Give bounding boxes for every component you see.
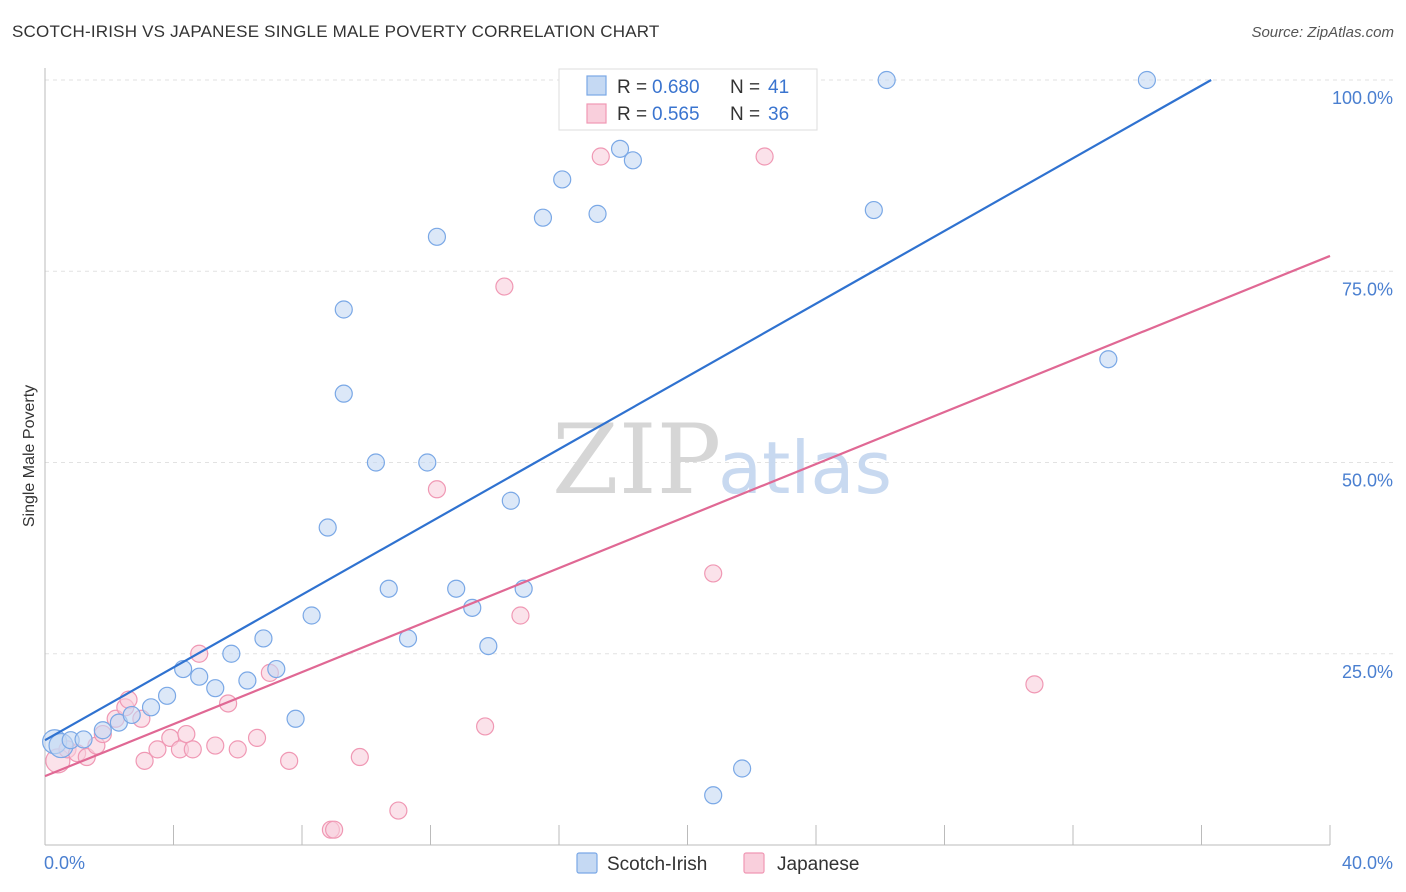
legend-swatch-scotch-irish [586, 75, 607, 96]
y-axis-label: Single Male Poverty [21, 385, 38, 527]
legend-n-value-1: 41 [768, 77, 789, 98]
legend-r-label-1: R = [617, 77, 647, 98]
point-scotch-irish-21 [366, 453, 385, 472]
legend-r-value-2: 0.565 [652, 104, 700, 125]
legend-n-label-2: N = [730, 104, 760, 125]
y-tick-label-0: 25.0% [1342, 662, 1393, 682]
point-japanese-10 [135, 751, 154, 770]
y-tick-label-2: 75.0% [1342, 279, 1393, 299]
point-scotch-irish-34 [610, 139, 630, 158]
point-scotch-irish-12 [222, 644, 241, 663]
point-scotch-irish-40 [1099, 350, 1118, 369]
point-japanese-15 [183, 740, 202, 759]
point-japanese-28 [476, 717, 495, 736]
points-layer [42, 70, 1156, 839]
point-scotch-irish-33 [588, 204, 607, 223]
point-scotch-irish-27 [463, 598, 482, 617]
point-scotch-irish-37 [733, 759, 752, 778]
source-credit: Source: ZipAtlas.com [1251, 24, 1394, 41]
series-legend-swatch-scotch-irish [576, 852, 598, 874]
point-scotch-irish-36 [704, 786, 723, 805]
trend-line-scotch-irish [44, 79, 1212, 742]
point-scotch-irish-11 [206, 679, 225, 698]
axes [44, 68, 1331, 846]
point-scotch-irish-31 [533, 208, 553, 227]
point-japanese-30 [511, 606, 530, 625]
point-japanese-14 [177, 724, 196, 744]
series-legend-label-scotch-irish: Scotch-Irish [607, 854, 707, 875]
chart-title: SCOTCH-IRISH VS JAPANESE SINGLE MALE POV… [12, 22, 660, 41]
series-legend-swatch-japanese [743, 852, 765, 874]
point-japanese-32 [704, 564, 723, 583]
y-tick-label-3: 100.0% [1332, 88, 1393, 108]
grid [45, 79, 1393, 655]
legend-r-label-2: R = [617, 104, 647, 125]
point-scotch-irish-7 [141, 698, 161, 717]
point-scotch-irish-14 [254, 629, 273, 648]
point-japanese-34 [1025, 675, 1044, 694]
legend-swatch-japanese [586, 103, 607, 124]
point-japanese-19 [228, 740, 247, 759]
point-japanese-22 [280, 751, 299, 770]
point-scotch-irish-13 [238, 671, 257, 690]
point-japanese-26 [389, 801, 408, 820]
y-tick-labels: 25.0% 50.0% 75.0% 100.0% [1332, 88, 1393, 682]
point-scotch-irish-16 [286, 709, 305, 728]
point-scotch-irish-25 [427, 227, 447, 246]
trend-layer [44, 79, 1331, 778]
point-scotch-irish-29 [501, 491, 520, 510]
point-scotch-irish-26 [447, 579, 466, 598]
point-scotch-irish-4 [93, 721, 112, 740]
x-tick-min: 0.0% [44, 853, 85, 873]
point-japanese-24 [325, 820, 344, 839]
x-tick-max: 40.0% [1342, 853, 1393, 873]
point-scotch-irish-24 [418, 453, 437, 472]
point-scotch-irish-17 [302, 606, 321, 625]
point-scotch-irish-39 [877, 70, 896, 90]
point-japanese-25 [350, 747, 369, 767]
point-scotch-irish-32 [553, 170, 572, 189]
series-legend: Scotch-Irish Japanese [576, 852, 859, 875]
y-tick-label-1: 50.0% [1342, 471, 1393, 491]
point-japanese-29 [495, 277, 514, 296]
point-japanese-31 [591, 147, 610, 166]
point-scotch-irish-6 [122, 705, 141, 725]
legend-n-value-2: 36 [768, 104, 789, 125]
legend-box: R = 0.680 N = 41 R = 0.565 N = 36 [558, 68, 818, 131]
point-scotch-irish-22 [379, 579, 398, 598]
point-scotch-irish-41 [1137, 70, 1156, 90]
point-scotch-irish-19 [334, 300, 353, 319]
point-scotch-irish-20 [334, 384, 353, 403]
point-scotch-irish-28 [479, 636, 498, 656]
point-japanese-20 [247, 728, 267, 748]
point-japanese-17 [206, 736, 225, 755]
watermark: ZIP atlas [552, 404, 892, 516]
point-japanese-27 [427, 480, 447, 499]
point-scotch-irish-35 [623, 151, 642, 170]
watermark-zip: ZIP [552, 404, 721, 516]
point-japanese-11 [148, 740, 167, 759]
legend-n-label-1: N = [730, 77, 760, 98]
point-japanese-33 [755, 147, 774, 166]
point-scotch-irish-38 [864, 200, 883, 220]
point-scotch-irish-18 [318, 518, 337, 537]
series-legend-label-japanese: Japanese [777, 854, 859, 875]
point-scotch-irish-8 [157, 686, 177, 705]
legend-r-value-1: 0.680 [652, 77, 700, 98]
point-scotch-irish-3 [74, 730, 93, 749]
trend-line-japanese [44, 254, 1331, 778]
point-scotch-irish-15 [267, 659, 286, 679]
point-scotch-irish-10 [190, 667, 209, 686]
